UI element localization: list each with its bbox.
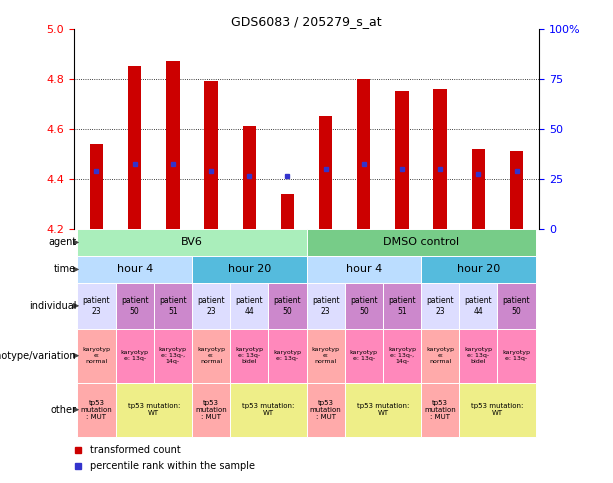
Bar: [204, 82, 218, 229]
Text: hour 4: hour 4: [116, 265, 153, 274]
Text: patient
51: patient 51: [388, 296, 416, 315]
Bar: [345, 283, 383, 328]
Bar: [77, 328, 116, 383]
Text: tp53
mutation
: MUT: tp53 mutation : MUT: [310, 399, 341, 420]
Bar: [281, 194, 294, 229]
Text: genotype/variation: genotype/variation: [0, 351, 76, 361]
Text: transformed count: transformed count: [90, 444, 181, 455]
Text: patient
44: patient 44: [235, 296, 263, 315]
Bar: [357, 79, 370, 229]
Title: GDS6083 / 205279_s_at: GDS6083 / 205279_s_at: [231, 15, 382, 28]
Text: karyotyp
e: 13q-: karyotyp e: 13q-: [121, 350, 149, 361]
Text: patient
23: patient 23: [427, 296, 454, 315]
Bar: [268, 328, 306, 383]
Text: tp53
mutation
: MUT: tp53 mutation : MUT: [80, 399, 112, 420]
Bar: [116, 383, 192, 437]
Bar: [230, 328, 268, 383]
Text: karyotyp
e: 13q-: karyotyp e: 13q-: [350, 350, 378, 361]
Bar: [77, 383, 116, 437]
Bar: [306, 229, 536, 256]
Text: hour 20: hour 20: [227, 265, 271, 274]
Bar: [230, 283, 268, 328]
Bar: [497, 283, 536, 328]
Bar: [192, 383, 230, 437]
Text: hour 4: hour 4: [346, 265, 382, 274]
Text: patient
23: patient 23: [83, 296, 110, 315]
Bar: [383, 328, 421, 383]
Bar: [306, 256, 421, 283]
Text: patient
50: patient 50: [350, 296, 378, 315]
Text: karyotyp
e: 13q-: karyotyp e: 13q-: [503, 350, 530, 361]
Bar: [421, 256, 536, 283]
Bar: [421, 328, 459, 383]
Bar: [243, 127, 256, 229]
Text: agent: agent: [48, 238, 76, 247]
Text: tp53 mutation:
WT: tp53 mutation: WT: [128, 403, 180, 416]
Text: karyotyp
e: 13q-
bidel: karyotyp e: 13q- bidel: [464, 347, 492, 364]
Text: karyotyp
e:
normal: karyotyp e: normal: [311, 347, 340, 364]
Text: karyotyp
e: 13q-: karyotyp e: 13q-: [273, 350, 302, 361]
Bar: [471, 149, 485, 229]
Text: patient
50: patient 50: [503, 296, 530, 315]
Bar: [192, 283, 230, 328]
Text: time: time: [54, 265, 76, 274]
Text: karyotyp
e:
normal: karyotyp e: normal: [197, 347, 225, 364]
Bar: [166, 61, 180, 229]
Text: patient
50: patient 50: [273, 296, 301, 315]
Bar: [306, 283, 345, 328]
Text: tp53
mutation
: MUT: tp53 mutation : MUT: [195, 399, 227, 420]
Bar: [154, 283, 192, 328]
Text: karyotyp
e:
normal: karyotyp e: normal: [83, 347, 110, 364]
Text: BV6: BV6: [181, 238, 203, 247]
Bar: [116, 283, 154, 328]
Bar: [421, 283, 459, 328]
Bar: [77, 229, 306, 256]
Bar: [459, 328, 497, 383]
Text: tp53 mutation:
WT: tp53 mutation: WT: [242, 403, 294, 416]
Text: tp53
mutation
: MUT: tp53 mutation : MUT: [424, 399, 456, 420]
Text: other: other: [50, 405, 76, 415]
Text: DMSO control: DMSO control: [383, 238, 459, 247]
Text: patient
51: patient 51: [159, 296, 186, 315]
Text: karyotyp
e: 13q-,
14q-: karyotyp e: 13q-, 14q-: [159, 347, 187, 364]
Text: tp53 mutation:
WT: tp53 mutation: WT: [357, 403, 409, 416]
Bar: [89, 144, 103, 229]
Bar: [383, 283, 421, 328]
Bar: [128, 67, 142, 229]
Text: patient
50: patient 50: [121, 296, 148, 315]
Text: hour 20: hour 20: [457, 265, 500, 274]
Bar: [230, 383, 306, 437]
Bar: [395, 91, 409, 229]
Bar: [192, 256, 306, 283]
Text: tp53 mutation:
WT: tp53 mutation: WT: [471, 403, 524, 416]
Bar: [268, 283, 306, 328]
Bar: [459, 283, 497, 328]
Text: patient
23: patient 23: [197, 296, 225, 315]
Bar: [345, 383, 421, 437]
Bar: [77, 256, 192, 283]
Bar: [510, 152, 524, 229]
Text: individual: individual: [29, 301, 76, 311]
Bar: [154, 328, 192, 383]
Bar: [345, 328, 383, 383]
Bar: [77, 283, 116, 328]
Text: karyotyp
e: 13q-
bidel: karyotyp e: 13q- bidel: [235, 347, 263, 364]
Text: patient
44: patient 44: [465, 296, 492, 315]
Text: patient
23: patient 23: [312, 296, 340, 315]
Text: karyotyp
e:
normal: karyotyp e: normal: [426, 347, 454, 364]
Bar: [116, 328, 154, 383]
Bar: [306, 328, 345, 383]
Text: karyotyp
e: 13q-,
14q-: karyotyp e: 13q-, 14q-: [388, 347, 416, 364]
Text: percentile rank within the sample: percentile rank within the sample: [90, 461, 255, 471]
Bar: [306, 383, 345, 437]
Bar: [459, 383, 536, 437]
Bar: [421, 383, 459, 437]
Bar: [433, 89, 447, 229]
Bar: [319, 116, 332, 229]
Bar: [497, 328, 536, 383]
Bar: [192, 328, 230, 383]
